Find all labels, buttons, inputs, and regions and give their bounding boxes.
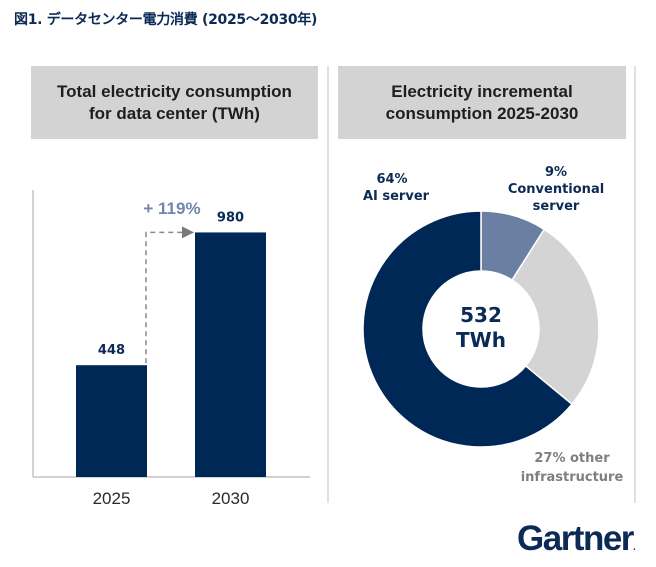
donut-center-unit: TWh — [456, 328, 506, 352]
slice-label-other-name: infrastructure — [521, 470, 624, 485]
panel-divider — [327, 66, 329, 503]
figure-title: 図1. データセンター電力消費 (2025～2030年) — [14, 12, 318, 28]
logo-mark: . — [632, 542, 636, 553]
donut-slice-other-infrastructure — [511, 228, 600, 406]
donut-center-value: 532 — [460, 303, 502, 327]
x-tick-label: 2025 — [93, 489, 131, 508]
growth-annotation: + 119% — [143, 199, 200, 218]
donut-chart-title-line: Electricity incremental — [391, 81, 573, 101]
bar-value-label: 980 — [217, 210, 244, 225]
slice-label-other-pct: 27% other — [534, 451, 610, 466]
bar-2025 — [76, 365, 147, 477]
donut-slice-ai-server — [362, 210, 573, 448]
x-tick-label: 2030 — [212, 489, 250, 508]
donut-chart-title-line: consumption 2025-2030 — [385, 103, 579, 123]
bar-chart-title-line: Total electricity consumption — [57, 81, 292, 101]
slice-label-conventional-name-2: server — [533, 199, 580, 214]
slice-label-ai-server-pct: 64% — [376, 172, 407, 187]
slice-label-conventional-pct: 9% — [545, 165, 567, 180]
logo-text: Gartner — [517, 519, 634, 558]
bar-chart-title: Total electricity consumption for data c… — [31, 66, 318, 139]
growth-arrow — [145, 226, 194, 364]
bar-2030 — [195, 232, 266, 477]
slice-label-ai-server-name: AI server — [363, 189, 430, 204]
slice-label-conventional-name: Conventional — [508, 182, 604, 197]
donut-chart-title: Electricity incremental consumption 2025… — [338, 66, 626, 139]
bar-chart-title-line: for data center (TWh) — [89, 103, 260, 123]
panel-divider-right — [634, 66, 636, 503]
bar-value-label: 448 — [98, 343, 125, 358]
gartner-logo: Gartner. — [517, 519, 636, 559]
